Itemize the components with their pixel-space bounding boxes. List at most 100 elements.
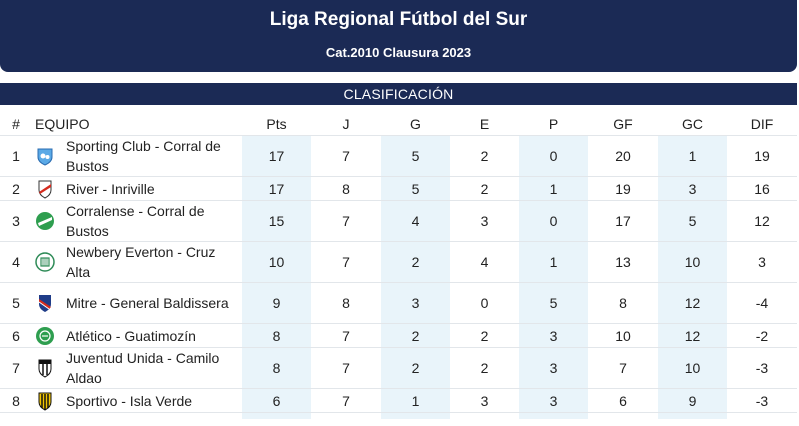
col-header-played[interactable]: J [342,116,350,132]
played-cell: 7 [311,200,381,242]
position-cell: 4 [0,241,32,283]
points-cell: 10 [242,241,311,283]
drawn-cell: 4 [450,241,519,283]
position-cell: 2 [0,176,32,201]
played-cell: 8 [311,282,381,324]
col-header-won[interactable]: G [410,116,421,132]
partial-cell [381,412,450,419]
goals-against-cell: 5 [658,200,727,242]
goals-for-cell: 19 [588,176,658,201]
sporting-club-crest-icon [34,145,56,167]
team-cell: Juventud Unida - Camilo Aldao [32,347,242,389]
drawn-cell: 2 [450,176,519,201]
sportivo-crest-icon [34,390,56,412]
table-row[interactable]: 2 River - Inriville 17 8 5 2 1 19 3 16 [0,176,797,201]
goals-against-cell: 12 [658,323,727,348]
played-cell: 7 [311,388,381,413]
table-row[interactable]: 7 Juventud Unida - Camilo Aldao 8 7 2 2 3 7 10 -3 [0,347,797,389]
won-cell: 2 [381,347,450,389]
partial-cell [588,412,658,419]
table-row[interactable]: 4 Newbery Everton - Cruz Alta 10 7 2 4 1 13 10 3 [0,241,797,283]
drawn-cell: 2 [450,135,519,177]
lost-cell: 3 [519,388,588,413]
points-cell: 9 [242,282,311,324]
team-name-link[interactable]: Corralense - Corral de Bustos [66,203,205,239]
partial-cell [0,412,32,419]
table-row[interactable]: 1 Sporting Club - Corral de Bustos 17 7 5 2 0 2… [0,135,797,177]
goals-against-cell: 10 [658,241,727,283]
points-cell: 17 [242,135,311,177]
team-cell: River - Inriville [32,176,242,201]
col-header-points[interactable]: Pts [266,116,287,132]
table-row[interactable]: 6 Atlético - Guatimozín 8 7 2 2 3 10 12 -2 [0,323,797,348]
partial-cell [727,412,797,419]
team-cell: Atlético - Guatimozín [32,323,242,348]
page-subtitle: Cat.2010 Clausura 2023 [325,45,472,60]
goals-for-cell: 6 [588,388,658,413]
team-cell: Corralense - Corral de Bustos [32,200,242,242]
won-cell: 5 [381,135,450,177]
corralense-crest-icon [34,210,56,232]
lost-cell: 0 [519,135,588,177]
table-row[interactable]: 8 Sportivo - Isla Verde 6 7 1 3 3 6 9 -3 [0,388,797,413]
lost-cell: 3 [519,347,588,389]
points-cell: 17 [242,176,311,201]
table-row[interactable]: 3 Corralense - Corral de Bustos 15 7 4 3 0 17 5 1… [0,200,797,242]
won-cell: 5 [381,176,450,201]
team-name-link[interactable]: Mitre - General Baldissera [66,295,229,311]
position-cell: 5 [0,282,32,324]
goal-difference-cell: -3 [727,347,797,389]
partial-cell [519,412,588,419]
team-name-link[interactable]: Juventud Unida - Camilo Aldao [66,350,220,386]
goal-difference-cell: -4 [727,282,797,324]
goals-for-cell: 10 [588,323,658,348]
goal-difference-cell: -3 [727,388,797,413]
team-name-link[interactable]: Sportivo - Isla Verde [66,392,193,409]
team-name-link[interactable]: Sporting Club - Corral de Bustos [66,138,221,174]
table-row[interactable]: 5 Mitre - General Baldissera 9 8 3 0 5 8 12 -4 [0,282,797,324]
standings-table: # EQUIPO Pts J G E P GF GC DIF 1 Sporting… [0,113,797,419]
page-header: Liga Regional Fútbol del Sur Cat.2010 Cl… [0,0,797,72]
page-title: Liga Regional Fútbol del Sur [269,9,528,30]
points-cell: 8 [242,347,311,389]
lost-cell: 1 [519,241,588,283]
goals-for-cell: 13 [588,241,658,283]
team-cell: Sportivo - Isla Verde [32,388,242,413]
played-cell: 8 [311,176,381,201]
goals-against-cell: 10 [658,347,727,389]
col-header-position[interactable]: # [12,116,20,132]
drawn-cell: 0 [450,282,519,324]
goals-against-cell: 3 [658,176,727,201]
drawn-cell: 3 [450,388,519,413]
col-header-goals-against[interactable]: GC [682,116,703,132]
col-header-goals-for[interactable]: GF [613,116,633,132]
col-header-drawn[interactable]: E [479,116,490,132]
played-cell: 7 [311,323,381,348]
team-name-link[interactable]: River - Inriville [66,180,155,197]
partial-cell [450,412,519,419]
goals-against-cell: 12 [658,282,727,324]
river-crest-icon [34,178,56,200]
col-header-lost[interactable]: P [548,116,559,132]
team-name-link[interactable]: Atlético - Guatimozín [66,327,196,344]
atletico-guatimozin-crest-icon [34,325,56,347]
position-cell: 8 [0,388,32,413]
won-cell: 2 [381,241,450,283]
points-cell: 8 [242,323,311,348]
col-header-team[interactable]: EQUIPO [35,116,90,132]
goal-difference-cell: -2 [727,323,797,348]
table-header-row: # EQUIPO Pts J G E P GF GC DIF [0,113,797,136]
goal-difference-cell: 12 [727,200,797,242]
won-cell: 3 [381,282,450,324]
goals-against-cell: 1 [658,135,727,177]
lost-cell: 5 [519,282,588,324]
position-cell: 7 [0,347,32,389]
lost-cell: 0 [519,200,588,242]
team-name-link[interactable]: Newbery Everton - Cruz Alta [66,244,216,280]
won-cell: 2 [381,323,450,348]
drawn-cell: 2 [450,323,519,348]
goal-difference-cell: 16 [727,176,797,201]
won-cell: 1 [381,388,450,413]
played-cell: 7 [311,241,381,283]
col-header-goal-difference[interactable]: DIF [750,116,774,132]
